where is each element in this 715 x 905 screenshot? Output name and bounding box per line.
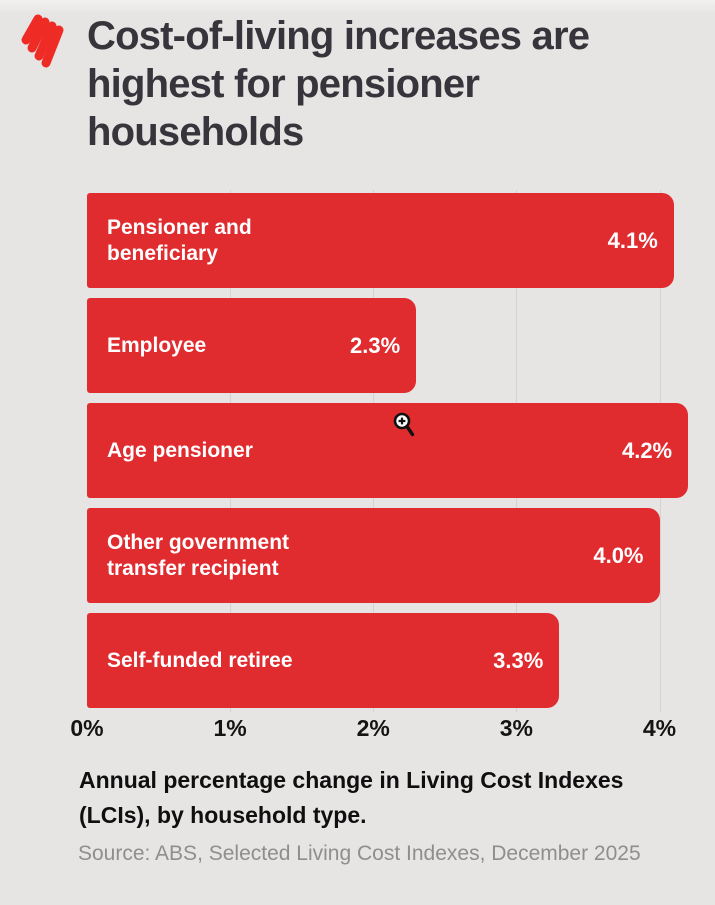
x-tick-label: 1%: [213, 715, 247, 741]
bar-label: Self-funded retiree: [107, 648, 293, 674]
bar-other-government-transfer-recipient: Other government transfer recipient 4.0%: [87, 508, 660, 603]
bar-self-funded-retiree: Self-funded retiree 3.3%: [87, 613, 560, 708]
bar-label-line: transfer recipient: [107, 556, 279, 580]
chart-caption-line2: (LCIs), by household type.: [79, 802, 367, 828]
bar-pensioner-and-beneficiary: Pensioner and beneficiary 4.1%: [87, 193, 674, 288]
chart-caption-line1: Annual percentage change in Living Cost …: [79, 767, 624, 793]
sbs-logo-icon: [15, 7, 77, 71]
source-attribution: Source: ABS, Selected Living Cost Indexe…: [78, 842, 641, 865]
bar-label-line: Other government: [107, 530, 290, 554]
bar-value: 2.3%: [350, 332, 401, 358]
bar-label-line: Self-funded retiree: [107, 648, 293, 672]
bar-label-line: beneficiary: [107, 241, 218, 265]
bar-value: 4.2%: [621, 437, 673, 463]
bar-value: 4.0%: [593, 542, 644, 568]
bar-value: 3.3%: [493, 647, 544, 673]
bar-row: Other government transfer recipient 4.0%: [87, 508, 691, 603]
page-title: Cost-of-living increases are highest for…: [87, 12, 709, 156]
x-tick-label: 0%: [70, 715, 104, 741]
x-axis: 0% 1% 2% 3% 4%: [70, 715, 691, 745]
x-tick-label: 4%: [642, 715, 677, 741]
bar-row: Pensioner and beneficiary 4.1%: [87, 193, 691, 288]
bar-label-line: Employee: [107, 333, 207, 357]
chart-caption: Annual percentage change in Living Cost …: [79, 763, 623, 833]
bar-age-pensioner: Age pensioner 4.2%: [87, 403, 689, 498]
bar-row: Age pensioner 4.2%: [87, 403, 691, 498]
bar-employee: Employee 2.3%: [87, 298, 417, 393]
zoom-cursor-icon: [392, 411, 418, 441]
page-title-line3: households: [87, 110, 304, 154]
page-title-line1: Cost-of-living increases are: [87, 14, 590, 58]
bar-label-line: Age pensioner: [107, 438, 253, 462]
bar-row: Employee 2.3%: [87, 298, 691, 393]
x-tick-label: 2%: [356, 715, 390, 741]
bar-row: Self-funded retiree 3.3%: [87, 613, 691, 708]
bar-label: Other government transfer recipient: [107, 530, 289, 582]
bar-value: 4.1%: [607, 227, 658, 253]
page-title-line2: highest for pensioner: [87, 62, 480, 106]
bar-label: Age pensioner: [107, 438, 253, 464]
x-tick-label: 3%: [499, 715, 533, 741]
bars-layer: Pensioner and beneficiary 4.1% Employee …: [87, 193, 691, 718]
bar-label: Employee: [107, 333, 206, 359]
bar-chart: Pensioner and beneficiary 4.1% Employee …: [87, 190, 691, 714]
bar-label-line: Pensioner and: [107, 215, 252, 239]
bar-label: Pensioner and beneficiary: [107, 215, 252, 267]
